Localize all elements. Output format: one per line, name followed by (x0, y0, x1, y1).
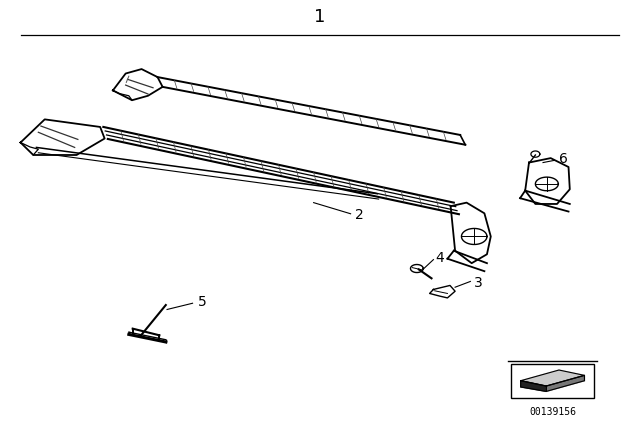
Polygon shape (521, 381, 546, 392)
Bar (511, 364, 594, 398)
Text: 1: 1 (314, 8, 326, 26)
Text: 3: 3 (474, 276, 483, 290)
Text: 4: 4 (435, 251, 444, 265)
Text: 00139156: 00139156 (529, 407, 576, 418)
Polygon shape (546, 375, 584, 392)
Text: 6: 6 (559, 152, 568, 167)
Polygon shape (521, 370, 584, 386)
Text: 5: 5 (198, 295, 207, 309)
Text: 2: 2 (355, 208, 364, 222)
